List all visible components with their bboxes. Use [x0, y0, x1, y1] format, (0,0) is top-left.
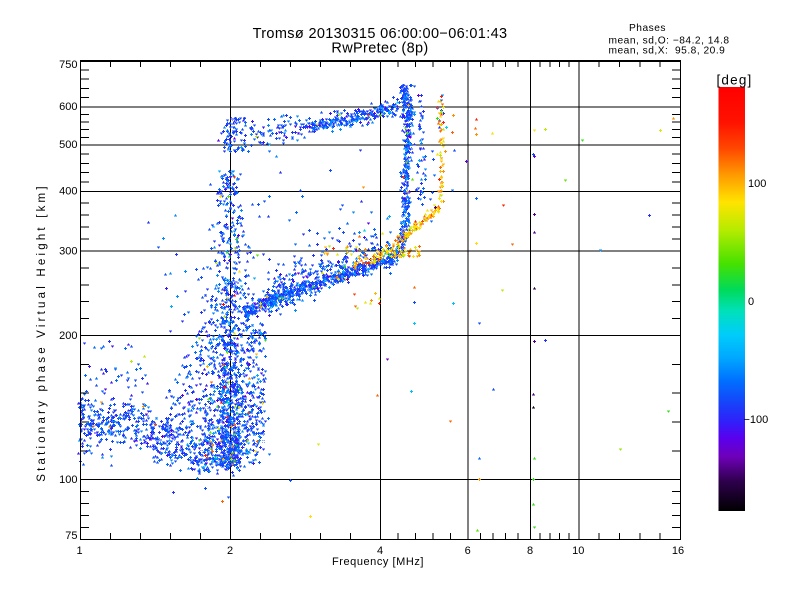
svg-text:75: 75	[65, 530, 77, 542]
svg-text:8: 8	[527, 545, 533, 557]
svg-text:Stationary phase Virtual Heigh: Stationary phase Virtual Height [km]	[36, 183, 48, 481]
svg-text:100: 100	[59, 474, 77, 486]
svg-text:1: 1	[76, 545, 82, 557]
svg-text:100: 100	[748, 178, 766, 190]
svg-text:2: 2	[227, 545, 233, 557]
svg-text:Tromsø 20130315 06:00:00−06:01: Tromsø 20130315 06:00:00−06:01:43	[253, 26, 508, 42]
svg-text:0: 0	[748, 296, 754, 308]
svg-text:[deg]: [deg]	[716, 73, 752, 88]
svg-text:10: 10	[572, 545, 584, 557]
svg-text:600: 600	[59, 101, 77, 113]
svg-text:400: 400	[59, 186, 77, 198]
svg-text:mean, sd,O: −84.2, 14.8: mean, sd,O: −84.2, 14.8	[609, 35, 730, 46]
svg-text:16: 16	[672, 545, 684, 557]
svg-text:mean, sd,X: 95.8, 20.9: mean, sd,X: 95.8, 20.9	[609, 46, 726, 57]
svg-text:300: 300	[59, 245, 77, 257]
svg-text:500: 500	[59, 139, 77, 151]
svg-text:4: 4	[377, 545, 383, 557]
svg-text:−100: −100	[744, 414, 769, 426]
svg-text:Frequency [MHz]: Frequency [MHz]	[332, 556, 424, 568]
svg-text:6: 6	[465, 545, 471, 557]
svg-text:200: 200	[59, 330, 77, 342]
svg-text:Phases: Phases	[629, 23, 666, 34]
svg-text:750: 750	[59, 59, 77, 71]
svg-text:RwPretec (8p): RwPretec (8p)	[331, 41, 428, 57]
